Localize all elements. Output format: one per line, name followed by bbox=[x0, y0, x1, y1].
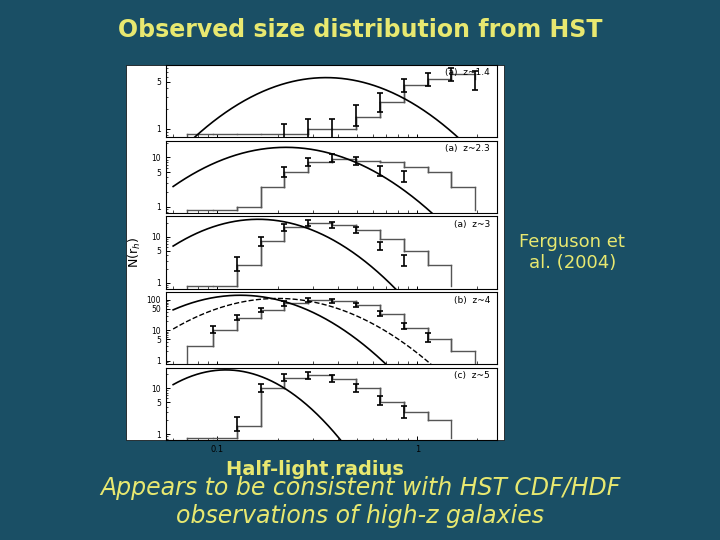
Bar bbox=[126, 65, 504, 440]
Text: (a)  z~2.3: (a) z~2.3 bbox=[446, 144, 490, 153]
Text: Ferguson et
al. (2004): Ferguson et al. (2004) bbox=[519, 233, 626, 272]
Text: (a)  z~3: (a) z~3 bbox=[454, 220, 490, 229]
Text: Half-light radius: Half-light radius bbox=[226, 460, 404, 480]
Text: (b)  z~4: (b) z~4 bbox=[454, 295, 490, 305]
Text: (a)  z~1.4: (a) z~1.4 bbox=[446, 69, 490, 77]
Text: (c)  z~5: (c) z~5 bbox=[454, 372, 490, 380]
Text: Appears to be consistent with HST CDF/HDF
observations of high-z galaxies: Appears to be consistent with HST CDF/HD… bbox=[100, 476, 620, 528]
Text: Observed size distribution from HST: Observed size distribution from HST bbox=[118, 18, 602, 42]
Text: N(r$_h$): N(r$_h$) bbox=[127, 237, 143, 268]
